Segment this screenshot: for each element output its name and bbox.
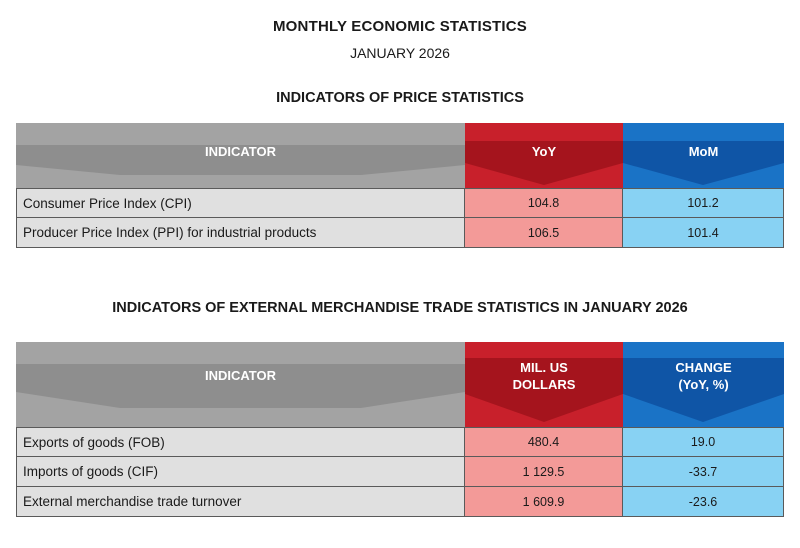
table-row: Producer Price Index (PPI) for industria… <box>16 218 784 248</box>
table-row: Imports of goods (CIF) 1 129.5 -33.7 <box>16 457 784 487</box>
trade-section-title: INDICATORS OF EXTERNAL MERCHANDISE TRADE… <box>112 300 688 316</box>
header-line: (YoY, %) <box>678 377 729 392</box>
table-row: External merchandise trade turnover 1 60… <box>16 487 784 517</box>
value-cell: 1 609.9 <box>465 487 623 517</box>
change-cell: 19.0 <box>623 427 784 457</box>
value-cell: 480.4 <box>465 427 623 457</box>
page-title: MONTHLY ECONOMIC STATISTICS <box>272 18 528 35</box>
table-row: Exports of goods (FOB) 480.4 19.0 <box>16 427 784 457</box>
header-line: DOLLARS <box>512 377 576 392</box>
table-row: Consumer Price Index (CPI) 104.8 101.2 <box>16 188 784 218</box>
yoy-cell: 106.5 <box>465 218 623 248</box>
mom-cell: 101.4 <box>623 218 784 248</box>
column-header-yoy: YoY <box>465 123 623 188</box>
change-cell: -23.6 <box>623 487 784 517</box>
price-section-title: INDICATORS OF PRICE STATISTICS <box>276 90 524 106</box>
header-line: MIL. US <box>520 360 568 375</box>
column-header-mom: MoM <box>623 123 784 188</box>
value-cell: 1 129.5 <box>465 457 623 487</box>
indicator-cell: External merchandise trade turnover <box>16 487 465 517</box>
price-statistics-table: INDICATOR YoY MoM Consumer Price Index (… <box>16 123 784 248</box>
column-header-indicator: INDICATOR <box>16 342 465 427</box>
mom-cell: 101.2 <box>623 188 784 218</box>
yoy-cell: 104.8 <box>465 188 623 218</box>
trade-statistics-table: INDICATOR MIL. US DOLLARS CHANGE (YoY, %… <box>16 342 784 517</box>
column-header-indicator: INDICATOR <box>16 123 465 188</box>
header-line: CHANGE <box>675 360 732 375</box>
table-header: INDICATOR YoY MoM <box>16 123 784 188</box>
page-subtitle: JANUARY 2026 <box>350 45 450 61</box>
column-header-mil-us-dollars: MIL. US DOLLARS <box>465 342 623 427</box>
column-header-change: CHANGE (YoY, %) <box>623 342 784 427</box>
table-header: INDICATOR MIL. US DOLLARS CHANGE (YoY, %… <box>16 342 784 427</box>
indicator-cell: Imports of goods (CIF) <box>16 457 465 487</box>
indicator-cell: Exports of goods (FOB) <box>16 427 465 457</box>
indicator-cell: Consumer Price Index (CPI) <box>16 188 465 218</box>
change-cell: -33.7 <box>623 457 784 487</box>
indicator-cell: Producer Price Index (PPI) for industria… <box>16 218 465 248</box>
